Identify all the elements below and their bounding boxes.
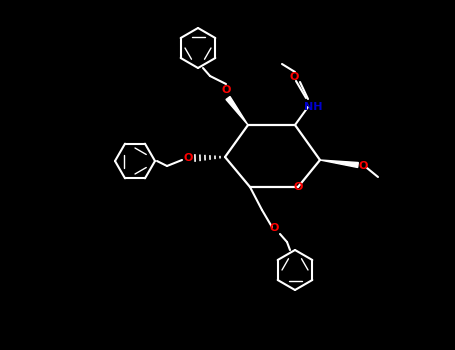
Polygon shape: [226, 97, 248, 125]
Polygon shape: [320, 160, 359, 168]
Text: O: O: [359, 161, 368, 171]
Text: O: O: [289, 72, 298, 82]
Text: O: O: [293, 182, 303, 192]
Text: NH: NH: [304, 102, 322, 112]
Text: O: O: [269, 223, 278, 233]
Text: O: O: [183, 153, 192, 163]
Text: O: O: [221, 85, 231, 95]
